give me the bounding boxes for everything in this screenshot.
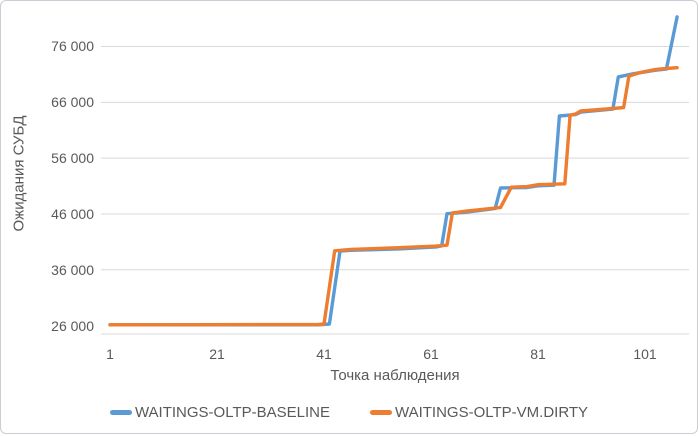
legend-swatch-baseline: [109, 410, 132, 415]
x-tick-label: 1: [106, 346, 114, 362]
legend-item-vm-dirty: WAITINGS-OLTP-VM.DIRTY: [369, 404, 589, 421]
legend-label: WAITINGS-OLTP-VM.DIRTY: [394, 404, 589, 421]
y-tick-label: 56 000: [51, 150, 94, 167]
legend-label: WAITINGS-OLTP-BASELINE: [134, 404, 330, 421]
y-tick-label: 76 000: [51, 38, 94, 55]
legend-item-baseline: WAITINGS-OLTP-BASELINE: [109, 404, 330, 421]
y-tick-label: 66 000: [51, 94, 94, 111]
series-line-vm-dirty: [108, 65, 679, 327]
y-tick-label: 46 000: [51, 205, 94, 222]
x-tick-label: 41: [316, 346, 332, 362]
y-tick-label: 36 000: [51, 261, 94, 278]
y-tick-label: 26 000: [51, 317, 94, 334]
y-axis-title: Ожидания СУБД: [10, 115, 28, 232]
x-tick-label: 61: [423, 346, 439, 362]
legend-swatch-vm-dirty: [369, 410, 392, 415]
series-line-baseline: [108, 15, 679, 327]
x-tick-label: 101: [633, 346, 657, 362]
x-axis-title: Точка наблюдения: [330, 367, 460, 384]
x-tick-label: 21: [209, 346, 225, 362]
legend: WAITINGS-OLTP-BASELINE WAITINGS-OLTP-VM.D…: [1, 404, 697, 421]
x-tick-label: 81: [530, 346, 546, 362]
